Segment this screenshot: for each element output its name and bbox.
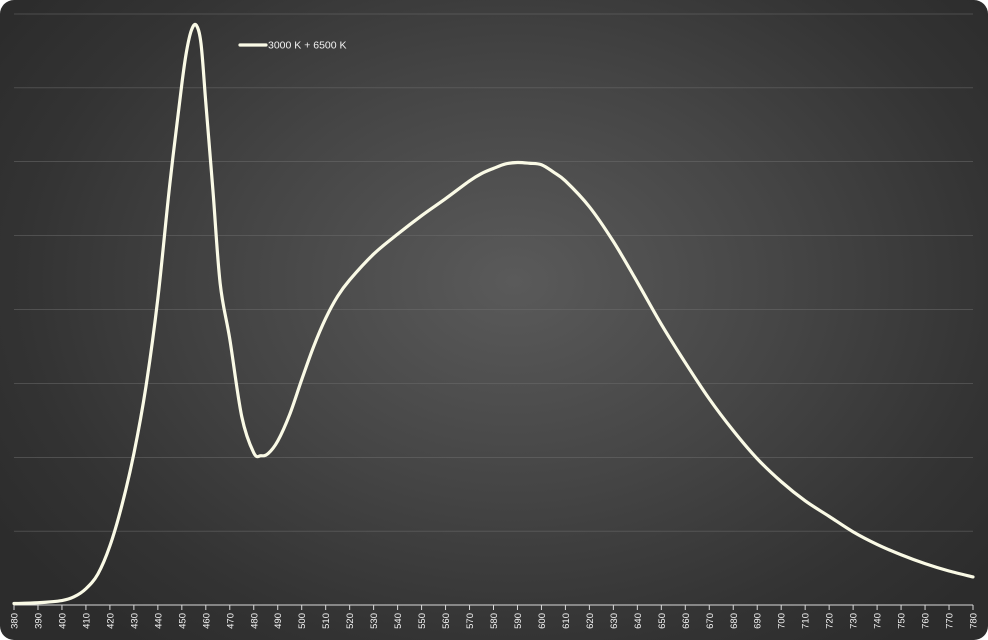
x-tick-label: 520 — [345, 613, 356, 629]
x-tick-label: 400 — [57, 613, 68, 629]
x-tick-label: 510 — [321, 613, 332, 629]
x-tick-label: 470 — [225, 613, 236, 629]
legend-label: 3000 K + 6500 K — [268, 40, 347, 52]
x-tick-label: 760 — [921, 613, 932, 629]
x-tick-label: 420 — [105, 613, 116, 629]
x-tick-label: 580 — [489, 613, 500, 629]
x-tick-label: 600 — [537, 613, 548, 629]
x-tick-label: 410 — [81, 613, 92, 629]
x-tick-label: 560 — [441, 613, 452, 629]
x-tick-label: 720 — [825, 613, 836, 629]
legend: 3000 K + 6500 K — [238, 40, 347, 52]
x-tick-label: 550 — [417, 613, 428, 629]
x-tick-label: 480 — [249, 613, 260, 629]
x-tick-label: 690 — [753, 613, 764, 629]
x-tick-label: 490 — [273, 613, 284, 629]
x-tick-label: 750 — [897, 613, 908, 629]
gridlines — [14, 13, 973, 532]
x-tick-label: 570 — [465, 613, 476, 629]
x-tick-label: 660 — [681, 613, 692, 629]
series-layer — [12, 22, 975, 606]
x-tick-label: 650 — [657, 613, 668, 629]
x-tick-label: 380 — [10, 613, 21, 629]
x-tick-label: 700 — [777, 613, 788, 629]
x-tick-label: 710 — [801, 613, 812, 629]
x-tick-label: 590 — [513, 613, 524, 629]
x-tick-label: 740 — [873, 613, 884, 629]
x-tick-label: 610 — [561, 613, 572, 629]
x-tick-label: 500 — [297, 613, 308, 629]
x-tick-label: 640 — [633, 613, 644, 629]
x-axis: 380 390 400 410 420 430 440 450 460 470 480 490 500 5… — [10, 604, 980, 629]
x-tick-label: 390 — [33, 613, 44, 629]
x-tick-label: 540 — [393, 613, 404, 629]
x-tick-label: 450 — [177, 613, 188, 629]
x-tick-label: 770 — [945, 613, 956, 629]
x-tick-label: 670 — [705, 613, 716, 629]
series-line — [12, 22, 975, 606]
x-tick-label: 440 — [153, 613, 164, 629]
x-tick-label: 430 — [129, 613, 140, 629]
x-tick-label: 680 — [729, 613, 740, 629]
x-tick-label: 780 — [969, 613, 980, 629]
x-tick-label: 620 — [585, 613, 596, 629]
x-tick-label: 460 — [201, 613, 212, 629]
x-tick-label: 630 — [609, 613, 620, 629]
x-tick-label: 730 — [849, 613, 860, 629]
x-tick-label: 530 — [369, 613, 380, 629]
